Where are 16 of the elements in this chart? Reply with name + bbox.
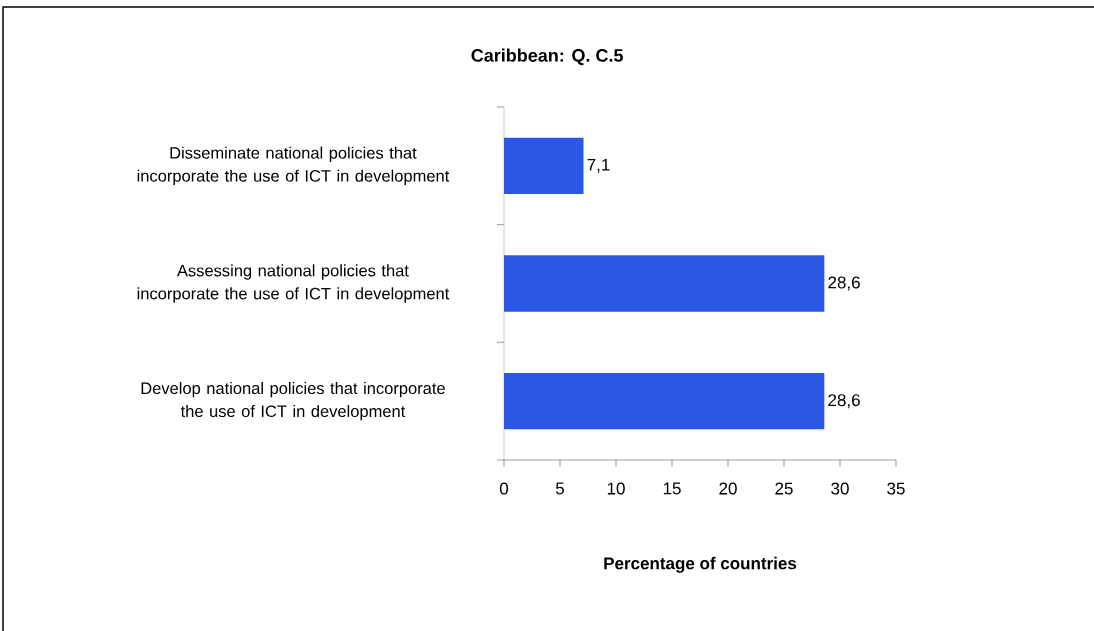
x-axis-title: Percentage of countries — [604, 556, 797, 573]
y-tick-label: Develop national policies that incorporate the use of ICT in development — [141, 381, 445, 421]
x-tick-label: 25 — [775, 482, 793, 495]
x-tick-label: 20 — [719, 482, 737, 495]
data-label: 28,6 — [828, 394, 860, 409]
x-tick-label: 15 — [663, 482, 681, 495]
x-tick-label: 30 — [831, 482, 849, 495]
x-tick-label: 5 — [555, 482, 565, 495]
data-label: 7,1 — [587, 158, 610, 173]
data-label: 28,6 — [828, 276, 860, 291]
x-tick-label: 10 — [607, 482, 625, 495]
y-tick-label: Disseminate national policies that incorporate the use of ICT in development — [137, 146, 450, 186]
chart-title: Caribbean: Q. C.5 — [471, 48, 623, 66]
x-tick-label: 0 — [499, 482, 509, 495]
x-tick-label: 35 — [887, 482, 905, 495]
y-tick-label: Assessing national policies that incorporate the use of ICT in development — [137, 264, 450, 303]
